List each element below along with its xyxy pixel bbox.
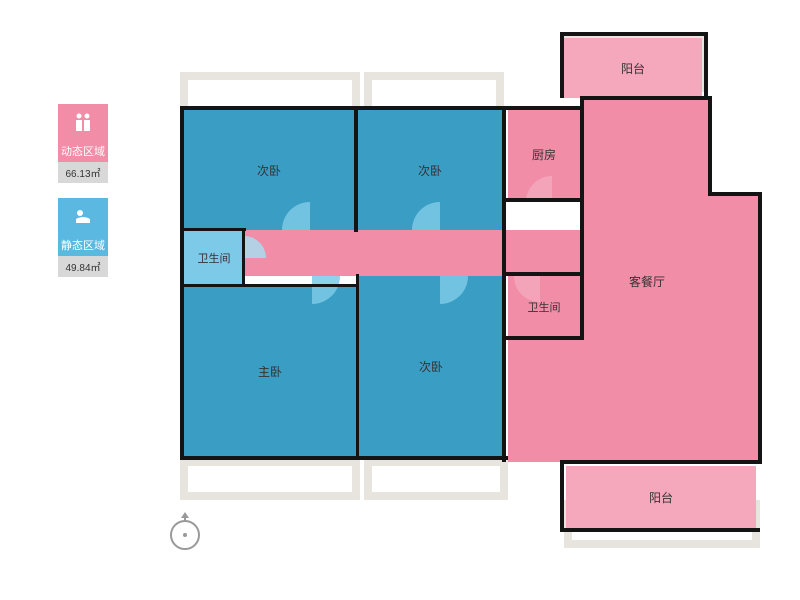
wall-segment (580, 96, 710, 100)
door-arc (514, 250, 566, 302)
secondary-bedroom-3-label: 次卧 (419, 358, 443, 375)
living-extension (712, 196, 760, 462)
master-bedroom: 主卧 (184, 286, 356, 456)
balcony-bottom-label: 阳台 (649, 489, 673, 506)
wall-segment (180, 456, 508, 460)
living-dining: 客餐厅 (582, 100, 712, 462)
wall-segment (506, 198, 582, 202)
legend-title: 静态区域 (58, 234, 108, 256)
balcony-top: 阳台 (564, 38, 702, 98)
living-lower (508, 338, 584, 462)
wall-segment (580, 96, 584, 340)
wall-segment (560, 460, 564, 530)
wall-segment (708, 192, 762, 196)
legend-card: 静态区域49.84㎡ (58, 198, 108, 277)
secondary-bedroom-1-label: 次卧 (257, 162, 281, 179)
balcony-frame (364, 458, 508, 500)
master-bedroom-label: 主卧 (258, 363, 282, 380)
wall-segment (506, 272, 582, 276)
balcony-bottom: 阳台 (566, 466, 756, 528)
wall-segment (180, 106, 184, 458)
wall-segment (560, 460, 760, 464)
wall-segment (560, 32, 564, 98)
wall-segment (502, 106, 506, 462)
wall-segment (356, 274, 359, 458)
sleep-icon (58, 198, 108, 234)
balcony-frame (180, 458, 360, 500)
wall-segment (758, 192, 762, 464)
balcony-top-label: 阳台 (621, 60, 645, 77)
wall-segment (242, 228, 245, 286)
wall-segment (704, 32, 708, 98)
living-dining-label: 客餐厅 (629, 273, 665, 290)
wall-segment (506, 336, 582, 340)
door-arc (412, 248, 468, 304)
door-arc (526, 176, 578, 228)
wall-segment (708, 96, 712, 196)
wall-segment (560, 528, 760, 532)
legend-card: 动态区域66.13㎡ (58, 104, 108, 183)
people-icon (58, 104, 108, 140)
wall-segment (354, 106, 358, 232)
legend-title: 动态区域 (58, 140, 108, 162)
wall-segment (184, 228, 246, 231)
wall-segment (184, 284, 358, 287)
secondary-bedroom-2-label: 次卧 (418, 162, 442, 179)
compass-icon (170, 520, 200, 550)
wall-segment (180, 106, 584, 110)
legend-value: 66.13㎡ (58, 162, 108, 183)
kitchen-label: 厨房 (532, 146, 556, 163)
legend-value: 49.84㎡ (58, 256, 108, 277)
wall-segment (560, 32, 708, 36)
door-arc (284, 248, 340, 304)
floorplan-canvas: 阳台次卧次卧厨房卫生间主卧次卧卫生间客餐厅阳台动态区域66.13㎡静态区域49.… (0, 0, 800, 600)
